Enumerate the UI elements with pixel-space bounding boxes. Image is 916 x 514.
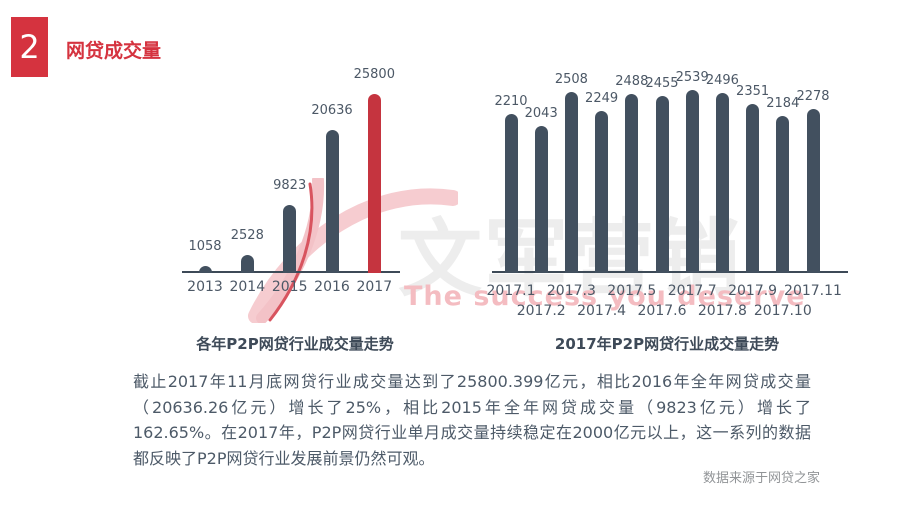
- x-tick-label: 2017.8: [697, 303, 747, 319]
- bar-2013: [198, 265, 212, 273]
- bar-value-label: 2249: [585, 90, 619, 106]
- annual-chart-title: 各年P2P网贷行业成交量走势: [196, 335, 394, 353]
- monthly-chart-title: 2017年P2P网贷行业成交量走势: [554, 335, 780, 353]
- x-axis: [492, 271, 848, 273]
- bar-2017.9: [746, 103, 760, 273]
- x-tick-label: 2017.5: [607, 283, 657, 299]
- summary-paragraph: 截止2017年11月底网贷行业成交量达到了25800.399亿元，相比2016年…: [133, 372, 811, 468]
- bar-value-label: 2455: [645, 76, 679, 92]
- bar-value-label: 20636: [311, 102, 353, 118]
- bar-value-label: 2210: [494, 93, 528, 109]
- bar-value-label: 2539: [675, 70, 709, 85]
- data-source-note: 数据来源于网贷之家: [702, 471, 820, 486]
- bar-2017.6: [655, 96, 669, 273]
- bar-value-label: 2488: [615, 73, 649, 89]
- bar-2017.10: [776, 115, 790, 273]
- x-tick-label: 2017.10: [753, 303, 812, 319]
- bar-value-label: 1058: [188, 238, 222, 254]
- bar-2017.11: [806, 108, 820, 273]
- x-tick-label: 2017.3: [546, 283, 596, 299]
- x-tick-label: 2017.2: [516, 303, 566, 319]
- page-title: 网贷成交量: [66, 40, 162, 62]
- bar-2017.8: [715, 93, 729, 273]
- x-tick-label: 2013: [187, 279, 223, 295]
- x-tick-label: 2017.1: [486, 283, 536, 299]
- bar-2017.2: [534, 125, 548, 273]
- bar-value-label: 2184: [766, 95, 800, 111]
- x-tick-label: 2017.9: [728, 283, 778, 299]
- bar-value-label: 2351: [736, 83, 770, 99]
- bar-value-label: 25800: [353, 67, 395, 82]
- bar-2017.7: [685, 90, 699, 273]
- x-tick-label: 2017.7: [667, 283, 717, 299]
- bar-2014: [240, 255, 254, 273]
- section-number-badge: 2: [11, 17, 48, 77]
- bar-2017.4: [595, 110, 609, 273]
- bar-2017.1: [504, 113, 518, 273]
- x-tick-label: 2017.11: [784, 283, 842, 299]
- bar-value-label: 2278: [796, 88, 830, 104]
- x-tick-label: 2017: [356, 279, 393, 295]
- bar-2017.5: [625, 93, 639, 273]
- bar-2017: [367, 94, 381, 273]
- bar-value-label: 2508: [554, 72, 588, 88]
- x-tick-label: 2017.6: [637, 303, 687, 319]
- bar-2017.3: [564, 92, 578, 273]
- bar-value-label: 2043: [524, 105, 558, 121]
- bar-value-label: 2528: [230, 228, 264, 244]
- bar-value-label: 9823: [273, 177, 307, 193]
- bar-2015: [283, 204, 297, 273]
- x-tick-label: 2017.4: [577, 303, 627, 319]
- bar-value-label: 2496: [705, 73, 739, 89]
- bar-2016: [325, 129, 339, 273]
